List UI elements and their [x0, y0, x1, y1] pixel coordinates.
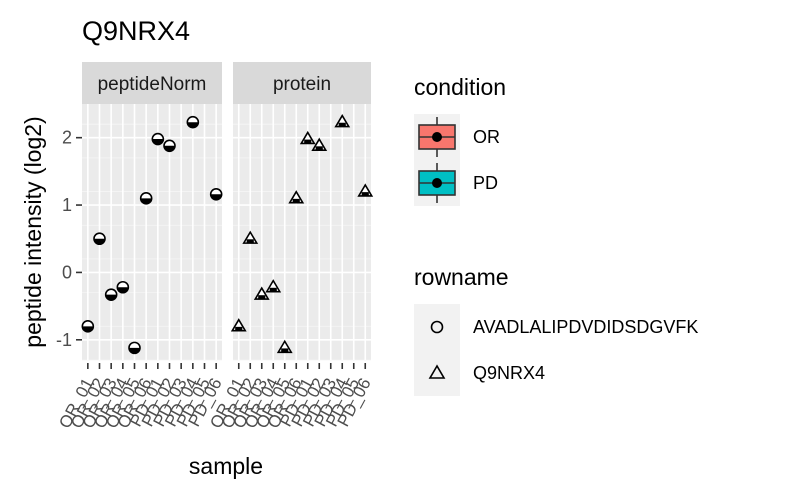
- data-point: [230, 318, 247, 332]
- legend-label: PD: [473, 173, 498, 193]
- data-point: [116, 280, 130, 294]
- data-point: [253, 286, 270, 300]
- facet-panels: peptideNormOR_01OR_02OR_03OR_04OR_05OR_0…: [55, 62, 375, 431]
- y-tick-label: 0: [62, 262, 72, 282]
- data-point: [209, 187, 223, 201]
- data-point: [357, 183, 374, 197]
- panel-peptideNorm: peptideNormOR_01OR_02OR_03OR_04OR_05OR_0…: [55, 62, 226, 431]
- legend-label: Q9NRX4: [473, 363, 545, 383]
- legend-key-shape: [414, 304, 460, 350]
- y-tick-label: -1: [56, 330, 72, 350]
- legend-key-PD: [414, 160, 460, 206]
- data-point: [242, 230, 259, 244]
- data-point: [334, 114, 351, 128]
- legend-label: OR: [473, 127, 500, 147]
- data-point: [151, 132, 165, 146]
- panel-protein: proteinOR_01OR_02OR_03OR_04OR_05OR_06PD_…: [206, 62, 375, 431]
- y-axis-title: peptide intensity (log2): [20, 116, 46, 347]
- legend-key-shape: [414, 350, 460, 396]
- panel-background: [82, 104, 222, 360]
- data-point: [104, 288, 118, 301]
- data-point: [128, 341, 141, 355]
- facet-strip-label: peptideNorm: [98, 74, 207, 95]
- facet-strip: [233, 62, 371, 104]
- legend-label: AVADLALIPDVDIDSDGVFK: [473, 317, 698, 337]
- facet-strip: [82, 62, 222, 104]
- chart-title: Q9NRX4: [82, 16, 190, 46]
- data-point: [311, 137, 328, 151]
- y-tick-label: 1: [62, 195, 72, 215]
- legend-title-rowname: rowname: [414, 264, 509, 290]
- data-point: [139, 192, 153, 205]
- data-point: [93, 232, 106, 246]
- x-axis-title: sample: [189, 453, 263, 479]
- data-point: [276, 339, 293, 354]
- data-point: [163, 139, 176, 153]
- data-point: [265, 279, 282, 293]
- data-point: [186, 115, 200, 129]
- legend-title-condition: condition: [414, 74, 506, 100]
- data-point: [288, 190, 305, 204]
- legend-key-OR: [414, 114, 460, 160]
- data-point: [299, 130, 316, 145]
- legend: condition OR PD rowname AVADLALIPDVDIDSDGVFK…: [414, 74, 698, 396]
- data-point: [81, 320, 95, 333]
- panel-background: [233, 104, 371, 360]
- y-tick-label: 2: [62, 128, 72, 148]
- facet-strip-label: protein: [273, 74, 331, 95]
